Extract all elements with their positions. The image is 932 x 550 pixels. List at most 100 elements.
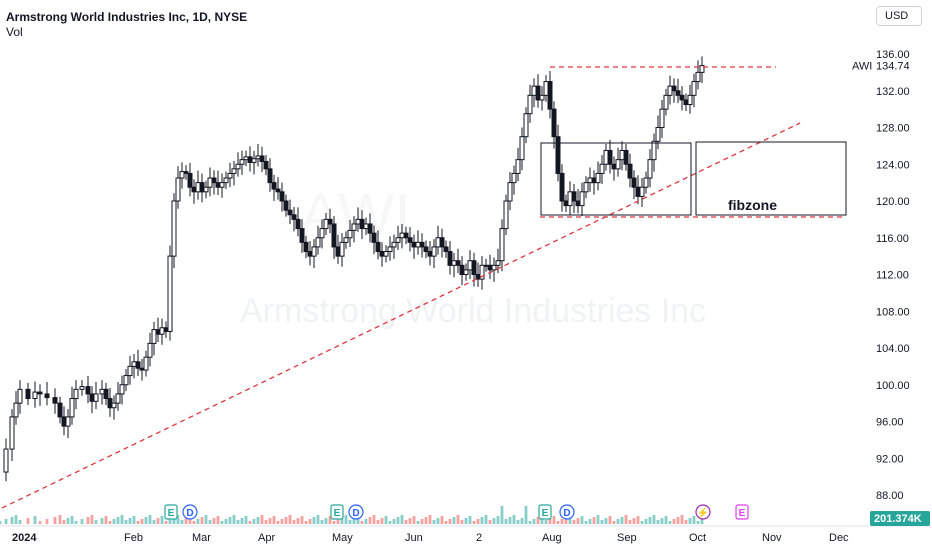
volume-bar <box>26 518 30 524</box>
volume-bar <box>676 517 680 524</box>
volume-bar <box>504 519 508 524</box>
volume-bar <box>176 515 180 524</box>
volume-bar <box>208 520 212 524</box>
volume-bar <box>184 518 188 524</box>
volume-legend: Vol <box>6 25 23 39</box>
earnings-event-marker[interactable]: E <box>735 504 749 520</box>
volume-bar <box>672 519 676 524</box>
volume-bar <box>70 516 74 524</box>
volume-bar <box>240 518 244 524</box>
candle-down <box>443 246 449 253</box>
y-tick-label: 128.00 <box>876 123 910 135</box>
dividend-event-marker[interactable]: D <box>182 504 198 520</box>
volume-bar <box>252 519 256 524</box>
earnings-event-marker[interactable]: E <box>330 504 344 520</box>
volume-bar <box>62 520 66 524</box>
volume-bar <box>264 520 268 524</box>
candle-down <box>335 246 341 257</box>
volume-bar <box>448 519 452 524</box>
candle-up <box>399 232 405 239</box>
candle-up <box>479 264 485 280</box>
volume-bar <box>236 520 240 524</box>
volume-bar <box>516 520 520 524</box>
candle-up <box>32 391 38 400</box>
volume-bar <box>288 515 292 524</box>
volume-value-label: 201.374K <box>874 513 922 525</box>
candle-up <box>13 402 19 418</box>
chart-title: Armstrong World Industries Inc, 1D, NYSE <box>6 10 248 24</box>
candle-up <box>651 140 657 161</box>
candle-down <box>471 260 477 275</box>
last-price-label: 134.74 <box>876 61 910 73</box>
candle-down <box>295 218 301 230</box>
candle-down <box>211 177 217 184</box>
candle-down <box>375 241 381 253</box>
volume-bar <box>4 519 8 524</box>
volume-bar <box>90 515 94 524</box>
candle-down <box>475 274 481 280</box>
currency-button[interactable]: USD <box>876 6 922 26</box>
volume-bar <box>668 521 672 524</box>
volume-bar <box>416 521 420 524</box>
candle-up <box>415 241 421 248</box>
volume-bar <box>140 519 144 524</box>
trend-line <box>1 122 801 509</box>
volume-bar <box>684 520 688 524</box>
candle-down <box>331 223 337 248</box>
candle-down <box>307 251 313 257</box>
candle-up <box>351 223 357 231</box>
candle-down <box>107 398 113 409</box>
volume-bar <box>192 521 196 524</box>
volume-bar <box>692 516 696 524</box>
candle-up <box>219 182 225 188</box>
volume-bar <box>296 518 300 524</box>
volume-bar <box>680 515 684 524</box>
candle-down <box>403 232 409 239</box>
candle-up <box>343 237 349 243</box>
candle-up <box>687 94 693 106</box>
x-tick-label: Jun <box>405 532 423 544</box>
candle-down <box>535 85 541 101</box>
volume-bar <box>148 515 152 524</box>
volume-bar <box>304 521 308 524</box>
volume-bar <box>284 517 288 524</box>
dividend-event-marker[interactable]: D <box>348 504 364 520</box>
candle-up <box>171 200 177 257</box>
volume-bar <box>164 521 168 524</box>
y-tick-label: 116.00 <box>876 233 909 245</box>
volume-bar <box>456 515 460 524</box>
candle-up <box>391 241 397 248</box>
x-tick-label: Oct <box>689 532 706 544</box>
earnings-event-marker[interactable]: E <box>538 504 552 520</box>
volume-bar <box>260 515 264 524</box>
candle-up <box>319 228 325 239</box>
volume-bar <box>520 518 524 524</box>
volume-bar <box>276 521 280 524</box>
candle-up <box>539 94 545 101</box>
volume-bar <box>700 519 704 524</box>
volume-bar <box>172 517 176 524</box>
candle-up <box>463 269 469 275</box>
volume-bar <box>80 519 84 524</box>
candle-up <box>599 163 605 174</box>
volume-bar <box>10 517 14 524</box>
earnings-event-marker[interactable]: E <box>164 504 178 520</box>
x-tick-label: Apr <box>258 532 275 544</box>
volume-bar <box>568 515 572 524</box>
volume-bar <box>228 517 232 524</box>
candle-down <box>447 251 453 266</box>
volume-bar <box>400 515 404 524</box>
volume-bar <box>45 519 49 524</box>
volume-bar <box>368 517 372 524</box>
dividend-event-marker[interactable]: D <box>559 504 575 520</box>
volume-bar <box>360 521 364 524</box>
candle-down <box>247 156 253 163</box>
split-event-marker[interactable]: ⚡ <box>695 504 711 520</box>
volume-bar <box>324 518 328 524</box>
volume-bar <box>664 516 668 524</box>
candle-up <box>567 191 573 207</box>
volume-bar <box>156 518 160 524</box>
volume-bar <box>344 515 348 524</box>
